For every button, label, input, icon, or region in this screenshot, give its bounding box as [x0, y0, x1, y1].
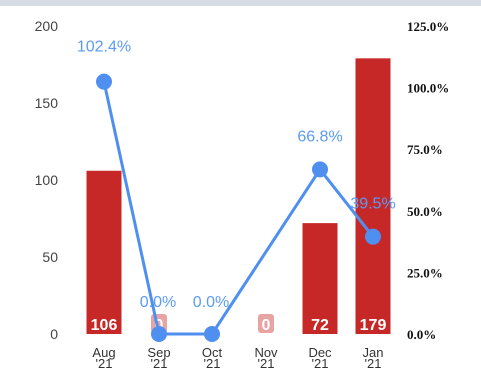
bar: [86, 170, 122, 334]
bar-data-label: 0: [262, 317, 271, 334]
line-data-label: 102.4%: [77, 39, 131, 56]
line-data-labels: 102.4% 0.0% 0.0% 66.8% 39.5%: [77, 39, 396, 311]
left-y-tick-label: 0: [50, 326, 58, 342]
line-data-label: 66.8%: [297, 128, 342, 145]
right-y-tick-label: 125.0%: [407, 19, 449, 34]
bar-series: [86, 58, 391, 335]
x-tick-label: Oct '21: [202, 345, 223, 371]
line-data-label: 0.0%: [140, 294, 176, 311]
right-y-tick-label: 100.0%: [407, 81, 449, 96]
bar: [355, 58, 391, 335]
x-tick-label: Nov '21: [254, 345, 278, 371]
left-y-tick-label: 50: [42, 249, 58, 265]
bar-data-labels: 106 0 0 72 179: [91, 314, 387, 334]
line-point: [204, 326, 220, 342]
bar-zero-label-background: [258, 314, 274, 333]
bar-data-label: 106: [91, 317, 118, 334]
x-axis: Aug '21 Sep '21 Oct '21 Nov '21 Dec '21 Jan '21: [92, 345, 383, 371]
top-rule: [0, 0, 481, 6]
left-y-tick-label: 150: [35, 95, 59, 111]
x-tick-label: Dec '21: [308, 345, 332, 371]
line-point: [365, 228, 381, 245]
bar-data-label: 179: [360, 317, 387, 334]
line-series: [96, 73, 381, 342]
right-y-tick-label: 0.0%: [407, 327, 436, 342]
x-tick-label: Jan '21: [363, 345, 384, 371]
bar-data-label: 0: [155, 317, 164, 334]
left-y-axis: 0 50 100 150 200: [35, 18, 59, 342]
line-point: [151, 326, 167, 342]
left-y-tick-label: 200: [35, 18, 59, 34]
right-y-tick-label: 50.0%: [407, 204, 443, 219]
right-y-tick-label: 25.0%: [407, 265, 443, 280]
right-y-axis: 0.0% 25.0% 50.0% 75.0% 100.0% 125.0%: [407, 19, 449, 342]
line-point: [312, 161, 328, 178]
line-data-label: 0.0%: [193, 294, 229, 311]
left-y-tick-label: 100: [35, 172, 59, 188]
right-y-tick-label: 75.0%: [407, 142, 443, 157]
bar-data-label: 72: [311, 317, 329, 334]
line-data-label: 39.5%: [350, 196, 395, 213]
x-tick-label: Sep '21: [147, 345, 170, 371]
bar: [302, 223, 338, 334]
line-point: [96, 73, 112, 90]
x-tick-label: Aug '21: [92, 345, 115, 371]
